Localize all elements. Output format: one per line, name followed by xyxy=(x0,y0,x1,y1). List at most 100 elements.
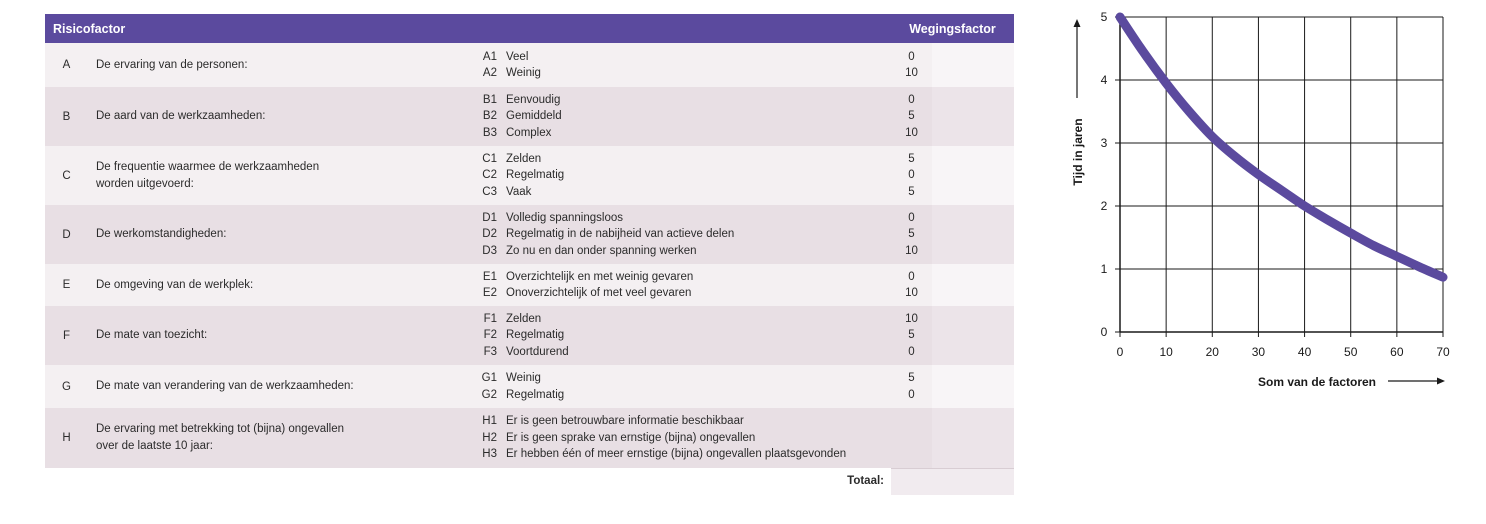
option-label: Regelmatig in de nabijheid van actieve d… xyxy=(506,228,735,241)
weight-input-cell[interactable] xyxy=(932,146,1014,205)
option-weight: 0 xyxy=(908,270,915,283)
weight-input-cell[interactable] xyxy=(932,365,1014,408)
option-code: A1 xyxy=(482,50,497,63)
table-row: A De ervaring van de personen: A1 A2 Veel Wei… xyxy=(45,43,1014,87)
option-labels: Zelden Regelmatig Vaak xyxy=(497,146,891,205)
y-axis-label: Tijd in jaren xyxy=(1071,118,1085,185)
option-labels: Er is geen betrouwbare informatie beschi… xyxy=(497,408,891,468)
option-labels: Overzichtelijk en met weinig gevaren Onov… xyxy=(497,264,891,306)
option-weight: 5 xyxy=(908,228,915,241)
row-letter: A xyxy=(45,43,88,87)
option-code: F1 xyxy=(483,312,497,325)
table-row: F De mate van toezicht: F1 F2 F3 Zelden Regelm… xyxy=(45,306,1014,365)
option-labels: Eenvoudig Gemiddeld Complex xyxy=(497,87,891,146)
row-description: De ervaring met betrekking tot (bijna) o… xyxy=(88,408,468,468)
header-weighting-factor: Wegingsfactor xyxy=(891,14,1014,43)
chart-grid xyxy=(1120,16,1444,332)
row-letter: F xyxy=(45,306,88,365)
option-weight: 5 xyxy=(908,110,915,123)
option-weight: 5 xyxy=(908,329,915,342)
x-tick-label: 10 xyxy=(1159,345,1173,359)
option-weights: 0 10 xyxy=(891,43,932,87)
option-weight: 10 xyxy=(905,67,918,79)
option-label: Er is geen betrouwbare informatie beschi… xyxy=(506,415,744,428)
option-labels: Veel Weinig xyxy=(497,43,891,87)
chart-tick-labels: 0 10 20 30 40 50 60 70 0 1 2 3 4 5 xyxy=(1101,10,1450,359)
option-weights: 0 10 xyxy=(891,264,932,306)
risk-interval-chart: 0 10 20 30 40 50 60 70 0 1 2 3 4 5 Tijd in jaren Som … xyxy=(1071,10,1450,389)
option-weight: 0 xyxy=(908,93,915,106)
option-label: Eenvoudig xyxy=(506,93,561,106)
table-row: B De aard van de werkzaamheden: B1 B2 B3 Eenv… xyxy=(45,87,1014,146)
option-label: Zelden xyxy=(506,312,542,325)
y-tick-label: 5 xyxy=(1101,10,1108,24)
option-weight: 0 xyxy=(908,50,915,63)
chart-axes xyxy=(1115,16,1444,337)
header-risk-factor: Risicofactor xyxy=(45,14,468,43)
weight-input-cell[interactable] xyxy=(932,205,1014,264)
option-code: H3 xyxy=(482,448,497,461)
weight-input-cell[interactable] xyxy=(932,264,1014,306)
row-letter: E xyxy=(45,264,88,306)
option-weight: 0 xyxy=(908,211,915,224)
x-tick-label: 60 xyxy=(1390,345,1404,359)
option-weights: 10 5 0 xyxy=(891,306,932,365)
row-description: De mate van toezicht: xyxy=(88,306,468,365)
option-codes: H1 H2 H3 xyxy=(468,408,497,468)
option-label: Er hebben één of meer ernstige (bijna) o… xyxy=(506,448,847,461)
option-label: Complex xyxy=(506,126,552,139)
x-tick-label: 50 xyxy=(1344,345,1358,359)
description-line: De mate van toezicht: xyxy=(96,329,208,341)
description-line: De ervaring van de personen: xyxy=(96,58,248,71)
row-letter: C xyxy=(45,146,88,205)
option-label: Weinig xyxy=(506,67,541,79)
option-codes: G1 G2 xyxy=(468,365,497,408)
option-code: B1 xyxy=(482,93,497,106)
weight-input-cell[interactable] xyxy=(932,87,1014,146)
option-label: Volledig spanningsloos xyxy=(506,211,624,224)
x-tick-label: 70 xyxy=(1436,345,1450,359)
option-weights: 5 0 5 xyxy=(891,146,932,205)
option-code: D3 xyxy=(482,244,497,257)
option-weight: 10 xyxy=(905,126,918,139)
option-code: C1 xyxy=(482,152,497,165)
table-row: E De omgeving van de werkplek: E1 E2 Overzic… xyxy=(45,264,1014,306)
option-weights xyxy=(891,408,932,468)
row-letter: G xyxy=(45,365,88,408)
x-axis-label: Som van de factoren xyxy=(1258,375,1376,389)
x-tick-label: 20 xyxy=(1206,345,1220,359)
row-description: De ervaring van de personen: xyxy=(88,43,468,87)
option-codes: F1 F2 F3 xyxy=(468,306,497,365)
y-tick-label: 1 xyxy=(1101,262,1108,276)
option-weight: 0 xyxy=(908,388,915,401)
row-description: De werkomstandigheden: xyxy=(88,205,468,264)
option-code: B3 xyxy=(482,126,497,139)
row-description: De aard van de werkzaamheden: xyxy=(88,87,468,146)
option-code: B2 xyxy=(482,110,497,123)
x-tick-label: 40 xyxy=(1298,345,1312,359)
option-code: D1 xyxy=(482,211,497,224)
weight-input-cell[interactable] xyxy=(932,43,1014,87)
description-line: De frequentie waarmee de werkzaamheden xyxy=(96,160,320,173)
option-code: G1 xyxy=(481,372,497,384)
option-code: C3 xyxy=(482,185,497,198)
total-input-cell[interactable] xyxy=(891,467,1014,495)
description-line: De ervaring met betrekking tot (bijna) o… xyxy=(96,423,345,435)
chart-series-line xyxy=(1115,12,1448,282)
row-letter: D xyxy=(45,205,88,264)
weight-input-cell[interactable] xyxy=(932,306,1014,365)
option-weight: 10 xyxy=(905,287,918,299)
table-row: D De werkomstandigheden: D1 D2 D3 Volledig sp… xyxy=(45,205,1014,264)
option-code: C2 xyxy=(482,169,497,182)
y-axis-arrow-head xyxy=(1073,19,1081,27)
option-codes: A1 A2 xyxy=(468,43,497,87)
option-weight xyxy=(891,446,932,463)
option-weight: 0 xyxy=(908,345,915,358)
row-description: De omgeving van de werkplek: xyxy=(88,264,468,306)
option-codes: D1 D2 D3 xyxy=(468,205,497,264)
option-label: Gemiddeld xyxy=(506,110,562,123)
weight-input-cell[interactable] xyxy=(932,408,1014,468)
option-weight: 0 xyxy=(908,169,915,182)
option-label: Regelmatig xyxy=(506,329,565,342)
